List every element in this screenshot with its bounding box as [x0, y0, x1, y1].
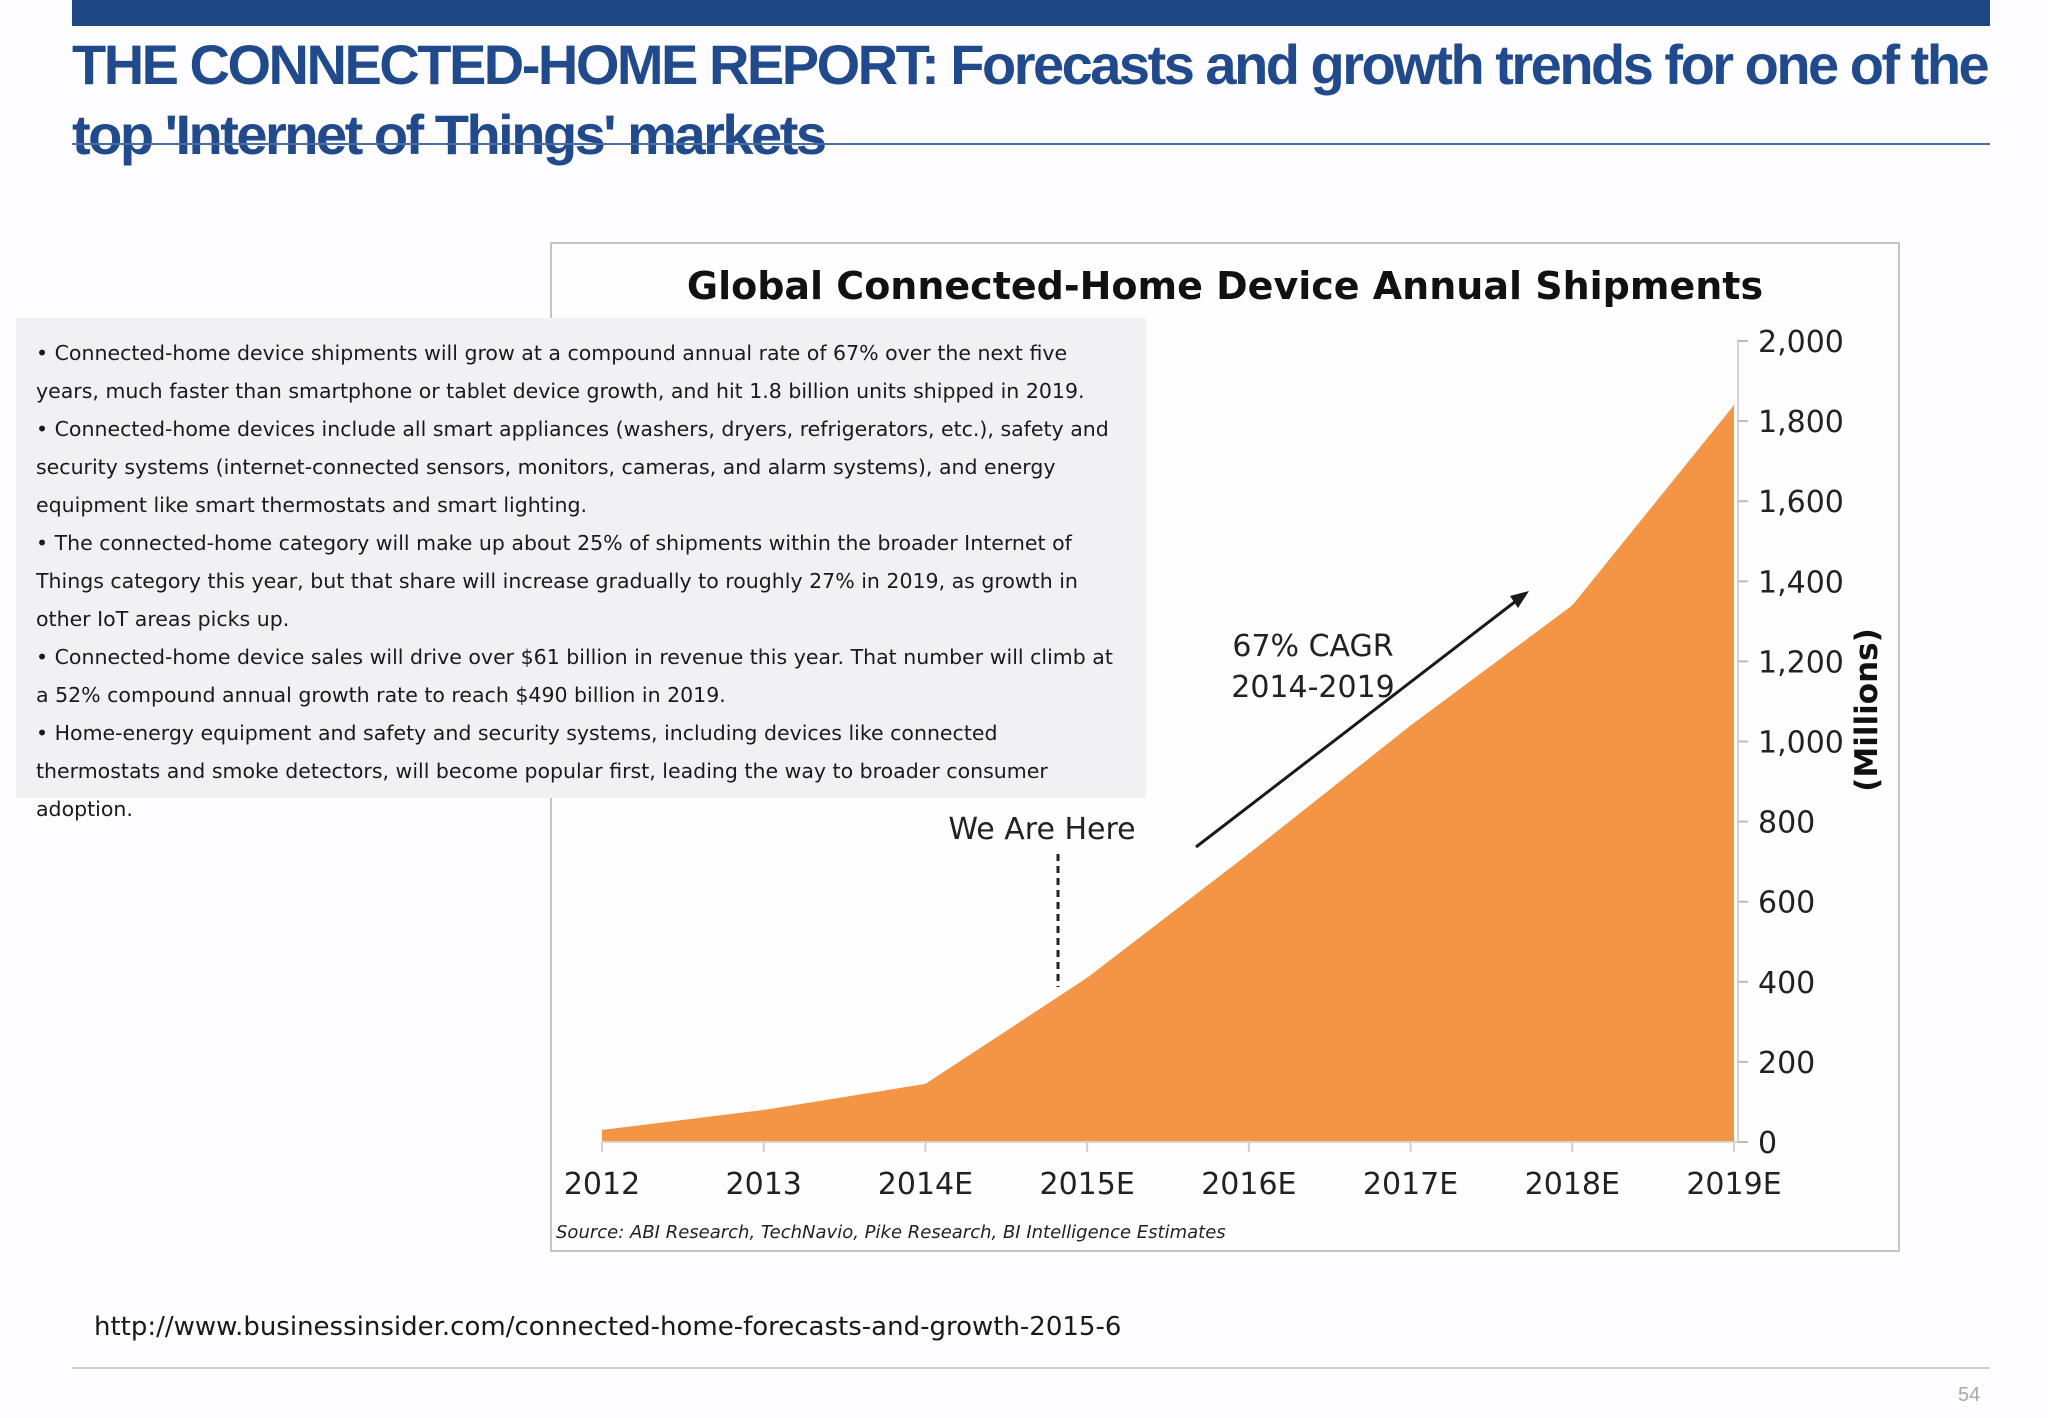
footer-divider — [72, 1367, 1990, 1369]
summary-bullet: Connected-home devices include all smart… — [36, 410, 1128, 524]
cagr-period-label: 2014-2019 — [1231, 670, 1395, 705]
y-tick-label: 1,800 — [1758, 405, 1844, 440]
x-tick-label: 2018E — [1525, 1167, 1620, 1202]
chart-source: Source: ABI Research, TechNavio, Pike Re… — [556, 1222, 1226, 1243]
y-tick-label: 1,000 — [1758, 726, 1844, 761]
y-tick-label: 1,400 — [1758, 565, 1844, 600]
y-tick-label: 1,200 — [1758, 645, 1844, 680]
summary-bullet: The connected-home category will make up… — [36, 524, 1128, 638]
x-tick-label: 2017E — [1363, 1167, 1458, 1202]
y-tick-label: 600 — [1758, 886, 1815, 921]
header-accent-bar — [72, 0, 1990, 26]
y-axis-label: (Millions) — [1849, 628, 1885, 792]
data-point — [601, 1129, 603, 1131]
source-link[interactable]: http://www.businessinsider.com/connected… — [94, 1312, 1122, 1342]
data-point — [763, 1109, 765, 1111]
data-point — [1571, 604, 1573, 606]
summary-bullet: Connected-home device shipments will gro… — [36, 334, 1128, 410]
data-point — [1248, 853, 1250, 855]
y-tick-label: 400 — [1758, 966, 1815, 1001]
x-tick-label: 2013 — [726, 1167, 802, 1202]
summary-bullet: Home-energy equipment and safety and sec… — [36, 714, 1128, 828]
y-tick-label: 1,600 — [1758, 485, 1844, 520]
cagr-arrowhead — [1510, 591, 1529, 608]
x-tick-label: 2015E — [1039, 1167, 1134, 1202]
x-tick-label: 2014E — [878, 1167, 973, 1202]
page-number: 54 — [1958, 1384, 1981, 1406]
data-point — [1733, 404, 1735, 406]
chart-title: Global Connected-Home Device Annual Ship… — [687, 264, 1763, 308]
title-divider — [72, 143, 1990, 145]
data-point — [924, 1083, 927, 1085]
y-tick-label: 800 — [1758, 806, 1815, 841]
y-tick-label: 0 — [1758, 1126, 1777, 1161]
data-point — [1086, 977, 1088, 979]
y-tick-label: 200 — [1758, 1046, 1815, 1081]
cagr-arrow — [1195, 599, 1517, 849]
shipments-area-chart: Global Connected-Home Device Annual Ship… — [556, 264, 1885, 1243]
area-series — [602, 405, 1734, 1142]
x-tick-label: 2012 — [564, 1167, 640, 1202]
summary-bullet: Connected-home device sales will drive o… — [36, 638, 1128, 714]
y-tick-label: 2,000 — [1758, 325, 1844, 360]
cagr-label: 67% CAGR — [1232, 629, 1393, 664]
data-point — [1409, 724, 1412, 727]
summary-textbox: Connected-home device shipments will gro… — [16, 318, 1146, 821]
x-tick-label: 2019E — [1686, 1167, 1781, 1202]
x-tick-label: 2016E — [1201, 1167, 1296, 1202]
slide-title: THE CONNECTED-HOME REPORT: Forecasts and… — [72, 33, 1990, 166]
